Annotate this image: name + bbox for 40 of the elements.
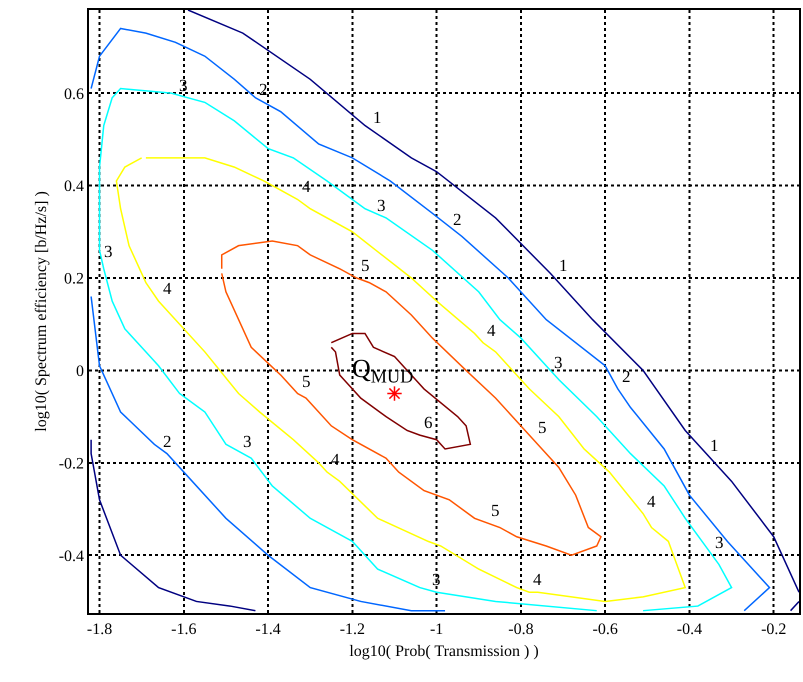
annotation: 4 [533,570,542,589]
x-tick-label: -1.2 [340,620,366,638]
y-tick-label: 0.6 [64,86,84,103]
line-series [330,332,472,450]
annotation: 2 [453,210,462,229]
y-tick-label: 0.4 [64,178,84,196]
x-tick-label: -1 [430,620,444,638]
x-tick-label: -0.8 [508,620,534,638]
annotation: 4 [647,492,656,511]
annotation: 1 [710,436,718,455]
x-tick-label: -0.2 [761,620,786,638]
annotation: 1 [559,256,568,275]
annotation: 3 [715,533,724,552]
annotation: 5 [538,418,546,437]
annotation: 3 [243,432,252,451]
y-tick-label: 0.2 [64,270,84,288]
x-tick-label: -0.6 [592,620,618,638]
annotation: 5 [302,372,310,391]
annotation: 4 [487,321,496,340]
y-tick-label: -0.2 [58,455,84,472]
x-tick-label: -1.4 [255,620,281,638]
x-tick-label: -1.6 [171,620,196,638]
x-tick-label: -0.4 [676,620,702,638]
line-series [116,157,686,602]
y-axis-title: log10( Spectrum efficiency [b/Hz/s] ) [33,191,50,432]
annotation: 3 [377,196,386,215]
annotation: 3 [104,242,112,261]
annotation: 3 [554,353,562,372]
y-tick-label: -0.4 [58,548,84,565]
annotation: 2 [163,432,172,451]
annotation: 5 [361,256,370,275]
y-tick-label: 0 [76,363,84,380]
annotation: 1 [373,108,382,127]
x-axis-title: log10( Prob( Transmission ) ) [349,643,539,660]
annotation: 2 [259,80,268,99]
annotation: 6 [424,413,432,432]
line-series [220,240,602,556]
x-tick-label: -1.8 [86,620,112,638]
annotation: 4 [163,279,172,298]
annotation: 5 [491,501,500,520]
